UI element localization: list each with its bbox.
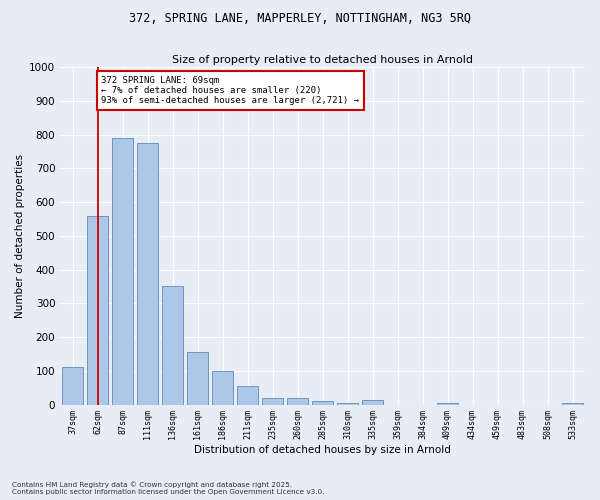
Bar [212,371,233,404]
X-axis label: Distribution of detached houses by size in Arnold: Distribution of detached houses by size … [194,445,451,455]
Text: 372, SPRING LANE, MAPPERLEY, NOTTINGHAM, NG3 5RQ: 372, SPRING LANE, MAPPERLEY, NOTTINGHAM,… [129,12,471,26]
Bar [337,403,358,404]
Bar [187,352,208,405]
Bar [137,143,158,405]
Bar [362,400,383,404]
Text: Contains HM Land Registry data © Crown copyright and database right 2025.
Contai: Contains HM Land Registry data © Crown c… [12,482,325,495]
Bar [112,138,133,404]
Bar [562,403,583,404]
Text: 372 SPRING LANE: 69sqm
← 7% of detached houses are smaller (220)
93% of semi-det: 372 SPRING LANE: 69sqm ← 7% of detached … [101,76,359,106]
Title: Size of property relative to detached houses in Arnold: Size of property relative to detached ho… [172,55,473,65]
Bar [162,286,183,405]
Bar [237,386,258,404]
Bar [262,398,283,404]
Bar [287,398,308,404]
Y-axis label: Number of detached properties: Number of detached properties [15,154,25,318]
Bar [437,403,458,404]
Bar [62,368,83,405]
Bar [312,401,333,404]
Bar [87,216,108,404]
